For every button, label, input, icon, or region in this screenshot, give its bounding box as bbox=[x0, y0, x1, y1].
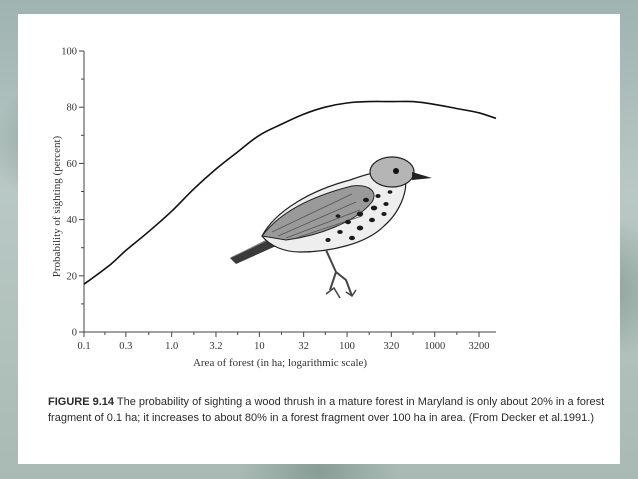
y-tick-label: 60 bbox=[67, 159, 78, 170]
y-tick-label: 80 bbox=[67, 103, 78, 114]
x-tick-label: 0.1 bbox=[77, 341, 90, 352]
y-axis-title: Probability of sighting (percent) bbox=[51, 135, 63, 277]
x-tick-label: 32 bbox=[298, 341, 309, 352]
x-tick-label: 3.2 bbox=[209, 341, 222, 352]
y-tick-label: 20 bbox=[67, 271, 78, 282]
chart-axes: 0 20 40 60 80 100 0.1 0.3 1.0 3.2 10 32 100 320 1000 32… bbox=[51, 47, 496, 369]
x-tick-label: 0.3 bbox=[119, 341, 132, 352]
wood-thrush-bird-illustration bbox=[230, 156, 432, 299]
series-line bbox=[83, 100, 497, 285]
figure-caption: FIGURE 9.14 The probability of sighting … bbox=[48, 394, 608, 426]
y-tick-label: 100 bbox=[61, 47, 77, 58]
x-tick-label: 320 bbox=[383, 341, 399, 352]
x-tick-label: 10 bbox=[254, 341, 265, 352]
caption-text: The probability of sighting a wood thrus… bbox=[48, 396, 605, 424]
x-tick-label: 1.0 bbox=[165, 341, 178, 352]
y-tick-label: 0 bbox=[72, 328, 77, 339]
x-tick-label: 100 bbox=[339, 341, 355, 352]
x-axis-title: Area of forest (in ha; logarithmic scale… bbox=[193, 357, 367, 369]
x-tick-label: 3200 bbox=[469, 341, 490, 352]
x-tick-label: 1000 bbox=[424, 341, 445, 352]
y-tick-label: 40 bbox=[67, 215, 78, 226]
figure-label: FIGURE 9.14 bbox=[48, 396, 115, 408]
